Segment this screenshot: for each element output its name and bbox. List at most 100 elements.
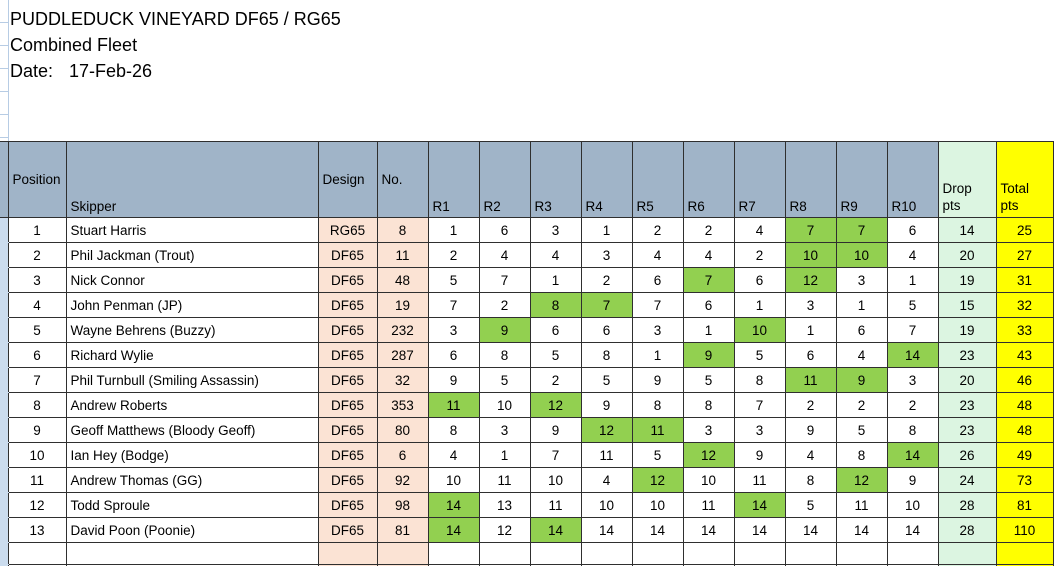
race-cell[interactable]: 9 [529, 417, 582, 443]
race-cell[interactable]: 2 [733, 242, 786, 268]
total-pts-cell[interactable]: 49 [995, 442, 1054, 468]
race-cell[interactable]: 10 [835, 242, 888, 268]
position-cell[interactable]: 11 [7, 467, 67, 493]
race-cell[interactable]: 3 [784, 292, 837, 318]
race-cell[interactable]: 1 [631, 342, 684, 368]
total-pts-cell[interactable]: 25 [995, 217, 1054, 243]
race-cell[interactable]: 3 [886, 367, 939, 393]
skipper-cell[interactable]: David Poon (Poonie) [65, 517, 319, 543]
race-cell[interactable]: 8 [682, 392, 735, 418]
race-cell[interactable]: 5 [478, 367, 531, 393]
drop-pts-cell[interactable]: 20 [937, 242, 997, 268]
race-cell[interactable]: 10 [682, 467, 735, 493]
race-cell[interactable]: 3 [580, 242, 633, 268]
race-cell[interactable]: 6 [784, 342, 837, 368]
race-cell[interactable]: 7 [427, 292, 480, 318]
sail-number-cell[interactable]: 8 [376, 217, 429, 243]
race-cell[interactable]: 1 [682, 317, 735, 343]
race-cell[interactable]: 14 [682, 517, 735, 543]
sail-number-cell[interactable]: 48 [376, 267, 429, 293]
race-cell[interactable]: 12 [784, 267, 837, 293]
race-cell[interactable]: 1 [784, 317, 837, 343]
sail-number-cell[interactable]: 80 [376, 417, 429, 443]
race-cell[interactable]: 4 [835, 342, 888, 368]
skipper-cell[interactable]: Andrew Roberts [65, 392, 319, 418]
race-cell[interactable]: 10 [427, 467, 480, 493]
skipper-cell[interactable]: Phil Turnbull (Smiling Assassin) [65, 367, 319, 393]
race-cell[interactable]: 6 [682, 292, 735, 318]
race-cell[interactable]: 5 [631, 442, 684, 468]
no-header[interactable]: No. [376, 141, 429, 218]
race-cell[interactable]: 14 [733, 492, 786, 518]
race-cell[interactable]: 2 [427, 242, 480, 268]
race-cell[interactable]: 7 [631, 292, 684, 318]
race-cell[interactable]: 11 [631, 417, 684, 443]
drop-pts-header[interactable]: Drop pts [937, 141, 997, 218]
skipper-cell[interactable]: Wayne Behrens (Buzzy) [65, 317, 319, 343]
race-cell[interactable]: 6 [886, 217, 939, 243]
race-cell[interactable]: 2 [580, 267, 633, 293]
race-cell[interactable]: 9 [835, 367, 888, 393]
race-cell[interactable]: 3 [835, 267, 888, 293]
race-cell[interactable]: 11 [784, 367, 837, 393]
race-cell[interactable] [631, 542, 684, 565]
total-pts-cell[interactable]: 48 [995, 417, 1054, 443]
race-cell[interactable]: 11 [733, 467, 786, 493]
total-pts-cell[interactable]: 48 [995, 392, 1054, 418]
race-cell[interactable]: 8 [427, 417, 480, 443]
total-pts-cell[interactable]: 43 [995, 342, 1054, 368]
race-cell[interactable]: 4 [478, 242, 531, 268]
sail-number-cell[interactable]: 232 [376, 317, 429, 343]
skipper-cell[interactable]: Stuart Harris [65, 217, 319, 243]
race-header-r7[interactable]: R7 [733, 141, 786, 218]
position-cell[interactable]: 3 [7, 267, 67, 293]
drop-pts-cell[interactable]: 19 [937, 267, 997, 293]
race-cell[interactable]: 14 [886, 517, 939, 543]
total-pts-cell[interactable]: 73 [995, 467, 1054, 493]
race-cell[interactable]: 5 [682, 367, 735, 393]
race-cell[interactable]: 14 [631, 517, 684, 543]
race-cell[interactable]: 10 [784, 242, 837, 268]
race-cell[interactable]: 10 [886, 492, 939, 518]
total-pts-cell[interactable]: 27 [995, 242, 1054, 268]
race-cell[interactable]: 5 [784, 492, 837, 518]
sail-number-cell[interactable] [376, 542, 429, 565]
race-cell[interactable]: 2 [886, 392, 939, 418]
race-cell[interactable]: 1 [733, 292, 786, 318]
race-cell[interactable]: 1 [835, 292, 888, 318]
design-cell[interactable]: DF65 [317, 267, 378, 293]
race-header-r2[interactable]: R2 [478, 141, 531, 218]
sail-number-cell[interactable]: 19 [376, 292, 429, 318]
position-cell[interactable]: 2 [7, 242, 67, 268]
drop-pts-cell[interactable]: 28 [937, 492, 997, 518]
design-cell[interactable]: DF65 [317, 417, 378, 443]
race-cell[interactable]: 7 [478, 267, 531, 293]
race-cell[interactable]: 8 [886, 417, 939, 443]
sail-number-cell[interactable]: 98 [376, 492, 429, 518]
race-cell[interactable]: 7 [886, 317, 939, 343]
race-cell[interactable]: 6 [631, 267, 684, 293]
race-cell[interactable]: 12 [835, 467, 888, 493]
race-cell[interactable]: 9 [733, 442, 786, 468]
design-cell[interactable]: DF65 [317, 317, 378, 343]
race-cell[interactable]: 14 [886, 342, 939, 368]
design-cell[interactable]: DF65 [317, 442, 378, 468]
design-cell[interactable]: DF65 [317, 342, 378, 368]
race-cell[interactable]: 3 [631, 317, 684, 343]
sail-number-cell[interactable]: 92 [376, 467, 429, 493]
race-cell[interactable]: 9 [682, 342, 735, 368]
total-pts-cell[interactable]: 33 [995, 317, 1054, 343]
position-cell[interactable] [7, 542, 67, 565]
design-cell[interactable]: DF65 [317, 467, 378, 493]
position-cell[interactable]: 4 [7, 292, 67, 318]
total-pts-cell[interactable] [995, 564, 1054, 566]
skipper-cell[interactable]: Geoff Matthews (Bloody Geoff) [65, 417, 319, 443]
race-cell[interactable]: 5 [427, 267, 480, 293]
sail-number-cell[interactable]: 353 [376, 392, 429, 418]
race-header-r3[interactable]: R3 [529, 141, 582, 218]
race-cell[interactable]: 4 [784, 442, 837, 468]
race-header-r6[interactable]: R6 [682, 141, 735, 218]
drop-pts-cell[interactable]: 23 [937, 342, 997, 368]
race-cell[interactable]: 9 [478, 317, 531, 343]
race-cell[interactable]: 1 [529, 267, 582, 293]
